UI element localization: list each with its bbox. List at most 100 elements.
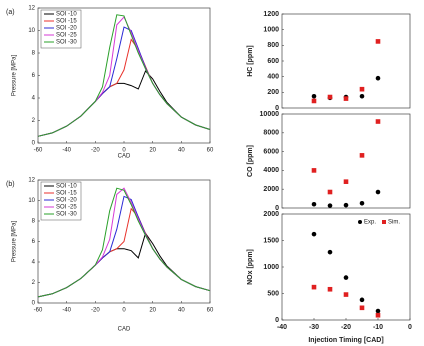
- plot-frame: [281, 213, 411, 321]
- y-axis-label: Pressure [MPa]: [12, 55, 18, 97]
- y-tick-label: 2: [32, 280, 36, 286]
- x-tick-label: 40: [178, 148, 185, 154]
- x-tick-label: 20: [149, 148, 156, 154]
- sim-point: [311, 284, 317, 290]
- y-tick-label: 10: [28, 28, 35, 34]
- sim-point: [327, 286, 333, 292]
- exp-point: [343, 202, 349, 208]
- sim-point: [343, 179, 349, 184]
- y-tick-label: 0: [275, 105, 279, 112]
- sim-point: [343, 292, 349, 297]
- x-tick-label: 20: [149, 308, 156, 314]
- pressure-line: [37, 232, 211, 298]
- y-tick-label: 12: [28, 6, 35, 12]
- legend-label: SOI -20: [56, 26, 77, 32]
- x-tick-label: 60: [207, 308, 214, 314]
- y-tick-label: 0: [32, 301, 36, 307]
- x-axis-label: Injection Timing [CAD]: [308, 337, 383, 344]
- y-tick-label: 8: [32, 219, 36, 225]
- x-tick-label: -30: [309, 324, 319, 331]
- x-tick-label: -10: [373, 324, 383, 331]
- y-tick-label: 500: [267, 290, 279, 297]
- pressure-line: [37, 14, 211, 137]
- sim-point: [311, 98, 317, 104]
- x-tick-label: -20: [91, 148, 100, 154]
- y-tick-label: 400: [267, 74, 279, 81]
- y-tick-label: 800: [267, 42, 279, 49]
- exp-point: [327, 203, 333, 208]
- x-tick-label: 0: [122, 148, 126, 154]
- x-tick-label: -20: [341, 324, 351, 331]
- exp-point: [359, 297, 365, 303]
- pressure-line: [37, 38, 211, 137]
- y-tick-label: 2: [32, 118, 36, 124]
- sim-point: [359, 153, 365, 158]
- pressure-line: [37, 70, 211, 137]
- y-tick-label: 6: [32, 239, 36, 245]
- exp-point: [311, 201, 317, 207]
- y-tick-label: 2000: [263, 211, 279, 218]
- y-tick-label: 2000: [263, 186, 279, 193]
- sim-point: [359, 86, 365, 92]
- y-tick-label: 600: [267, 58, 279, 65]
- plot-frame: [281, 13, 411, 109]
- panel-label: (a): [6, 9, 15, 16]
- exp-point: [375, 308, 381, 314]
- exp-point: [311, 93, 317, 99]
- exp-point: [311, 231, 317, 237]
- legend-label: SOI -30: [56, 212, 77, 218]
- y-tick-label: 12: [28, 178, 35, 184]
- y-axis-label: HC [ppm]: [247, 45, 254, 77]
- sim-point: [375, 39, 381, 44]
- x-tick-label: -20: [91, 308, 100, 314]
- legend-label: SOI -10: [56, 12, 77, 18]
- exp-point: [327, 249, 333, 255]
- y-tick-label: 0: [275, 205, 279, 212]
- sim-point: [343, 96, 349, 101]
- legend-label: SOI -10: [56, 184, 77, 190]
- x-tick-label: 40: [178, 308, 185, 314]
- y-tick-label: 4: [32, 96, 36, 102]
- y-tick-label: 6000: [263, 148, 279, 155]
- y-tick-label: 8000: [263, 130, 279, 137]
- exp-point: [375, 75, 381, 81]
- legend-label: SOI -15: [56, 191, 77, 197]
- y-tick-label: 1000: [263, 264, 279, 271]
- exp-point: [375, 189, 381, 195]
- y-tick-label: 6: [32, 73, 36, 79]
- exp-point: [359, 93, 365, 99]
- sim-point: [327, 94, 333, 100]
- legend-swatch: [382, 220, 386, 224]
- y-tick-label: 4000: [263, 167, 279, 174]
- y-axis-label: CO [ppm]: [247, 145, 254, 177]
- legend-label: Exp.: [364, 220, 376, 226]
- legend-label: SOI -25: [56, 205, 77, 211]
- pressure-line: [37, 187, 211, 298]
- y-tick-label: 1000: [263, 27, 279, 34]
- exp-point: [343, 275, 349, 280]
- legend-label: Sim.: [388, 220, 400, 226]
- legend-swatch: [358, 220, 362, 224]
- y-tick-label: 8: [32, 51, 36, 57]
- x-axis-label: CAD: [118, 327, 131, 333]
- panel-label: (b): [6, 181, 15, 188]
- sim-point: [327, 189, 333, 195]
- y-tick-label: 10: [28, 198, 35, 204]
- sim-point: [375, 119, 381, 124]
- x-tick-label: -60: [34, 148, 43, 154]
- x-tick-label: -40: [62, 148, 71, 154]
- sim-point: [311, 168, 317, 173]
- y-tick-label: 1200: [263, 11, 279, 18]
- y-tick-label: 1500: [263, 237, 279, 244]
- y-axis-label: NOx [ppm]: [247, 249, 254, 285]
- y-tick-label: 0: [275, 317, 279, 324]
- y-tick-label: 0: [32, 141, 36, 147]
- y-axis-label: Pressure [MPa]: [12, 221, 18, 263]
- x-tick-label: -40: [277, 324, 287, 331]
- legend-label: SOI -25: [56, 33, 77, 39]
- x-tick-label: 0: [408, 324, 412, 331]
- legend-label: SOI -15: [56, 19, 77, 25]
- pressure-line: [37, 207, 211, 298]
- y-tick-label: 200: [267, 89, 279, 96]
